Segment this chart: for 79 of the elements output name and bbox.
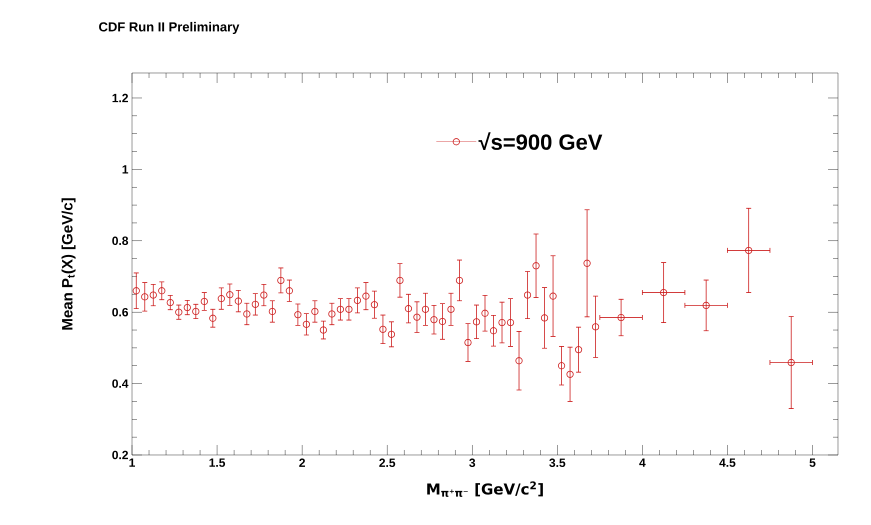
point bbox=[566, 370, 574, 378]
point bbox=[286, 287, 293, 294]
y-tick-label: 0.6 bbox=[112, 308, 128, 316]
y-tick-label: 0.8 bbox=[112, 236, 128, 246]
point bbox=[354, 296, 362, 304]
point bbox=[524, 291, 532, 299]
point bbox=[311, 308, 318, 316]
y-axis-title: Mean P$_{t}$(X) [GeV/c] bbox=[62, 198, 76, 330]
y-tick-label: 0.4 bbox=[112, 379, 128, 388]
point bbox=[788, 358, 795, 366]
point bbox=[430, 316, 438, 324]
x-tick-label: 1.5 bbox=[209, 458, 226, 467]
point bbox=[150, 291, 157, 299]
point bbox=[549, 292, 557, 300]
point bbox=[464, 338, 472, 346]
point bbox=[506, 318, 514, 326]
x-tick-label: 1 bbox=[129, 458, 136, 467]
x-axis-title: M$_{π⁺π⁻}$ [GeV/c$^{2}$] bbox=[427, 481, 543, 497]
point bbox=[192, 308, 200, 316]
point bbox=[660, 288, 668, 296]
point bbox=[574, 346, 582, 354]
point bbox=[745, 246, 752, 254]
point bbox=[422, 306, 430, 313]
point bbox=[328, 310, 336, 318]
point bbox=[243, 310, 250, 318]
point bbox=[320, 326, 327, 334]
point bbox=[388, 330, 396, 338]
chart-title: CDF Run II Preliminary bbox=[99, 22, 240, 34]
y-tick-label: 1 bbox=[122, 165, 128, 174]
point bbox=[413, 314, 421, 321]
point bbox=[166, 298, 174, 306]
point bbox=[558, 362, 566, 370]
x-tick-label: 2.5 bbox=[379, 458, 396, 468]
point bbox=[184, 304, 191, 312]
point bbox=[370, 301, 378, 308]
point bbox=[379, 326, 387, 333]
x-tick-label: 3.5 bbox=[549, 458, 566, 468]
point bbox=[481, 310, 489, 317]
point bbox=[515, 357, 523, 364]
point bbox=[294, 311, 302, 318]
point bbox=[252, 300, 259, 308]
point bbox=[490, 327, 498, 334]
point bbox=[234, 298, 242, 305]
point bbox=[702, 302, 710, 310]
point bbox=[209, 314, 216, 322]
point bbox=[592, 323, 600, 330]
point bbox=[132, 287, 140, 294]
x-tick-label: 3 bbox=[469, 458, 476, 468]
point bbox=[396, 276, 404, 284]
point bbox=[438, 318, 446, 326]
point bbox=[345, 306, 353, 313]
point bbox=[617, 314, 625, 322]
point bbox=[447, 306, 455, 313]
point bbox=[583, 260, 591, 267]
x-tick-label: 5 bbox=[810, 458, 816, 467]
point bbox=[277, 276, 284, 284]
point bbox=[362, 292, 370, 300]
legend-label: √s=900 GeV bbox=[478, 132, 602, 150]
y-tick-label: 1.2 bbox=[112, 94, 128, 102]
point bbox=[498, 318, 506, 326]
point bbox=[472, 318, 480, 326]
point bbox=[302, 320, 310, 328]
point bbox=[175, 308, 182, 316]
point bbox=[158, 287, 166, 294]
point bbox=[404, 305, 412, 312]
x-tick-label: 4.5 bbox=[719, 458, 736, 467]
y-tick-label: 0.2 bbox=[112, 450, 128, 460]
point bbox=[141, 293, 148, 300]
point bbox=[540, 314, 548, 322]
point bbox=[260, 291, 268, 299]
point bbox=[456, 276, 464, 284]
point bbox=[532, 262, 540, 270]
point bbox=[200, 298, 208, 306]
x-tick-label: 4 bbox=[639, 458, 646, 467]
point bbox=[226, 291, 234, 298]
point bbox=[218, 295, 225, 302]
x-tick-label: 2 bbox=[299, 458, 305, 467]
point bbox=[336, 306, 344, 313]
point bbox=[268, 308, 276, 316]
